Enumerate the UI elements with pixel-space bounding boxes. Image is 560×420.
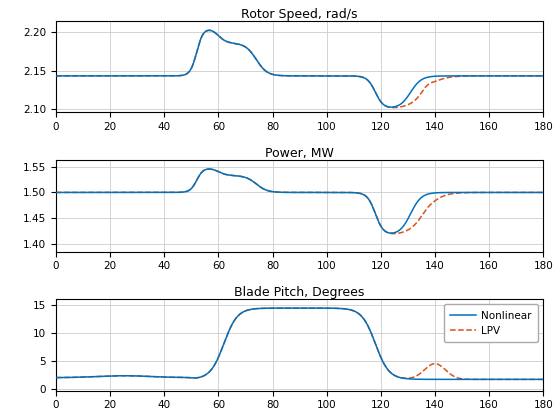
LPV [137,373,144,378]
Nonlinear [530,377,537,382]
LPV [478,377,484,382]
Nonlinear [540,377,547,382]
Nonlinear [260,306,267,311]
Legend: Nonlinear, LPV: Nonlinear, LPV [444,304,538,342]
Title: Rotor Speed, rad/s: Rotor Speed, rad/s [241,8,358,21]
Nonlinear [53,375,59,380]
LPV [540,377,547,382]
Title: Blade Pitch, Degrees: Blade Pitch, Degrees [235,286,365,299]
LPV [240,310,246,315]
Nonlinear [137,373,144,378]
LPV [530,377,537,382]
Line: LPV: LPV [56,308,543,379]
Nonlinear [240,310,246,315]
LPV [53,375,59,380]
Nonlinear [108,373,115,378]
LPV [296,306,303,311]
LPV [108,373,115,378]
Nonlinear [296,306,303,311]
Title: Power, MW: Power, MW [265,147,334,160]
Nonlinear [478,377,484,382]
Line: Nonlinear: Nonlinear [56,308,543,379]
LPV [260,306,267,311]
